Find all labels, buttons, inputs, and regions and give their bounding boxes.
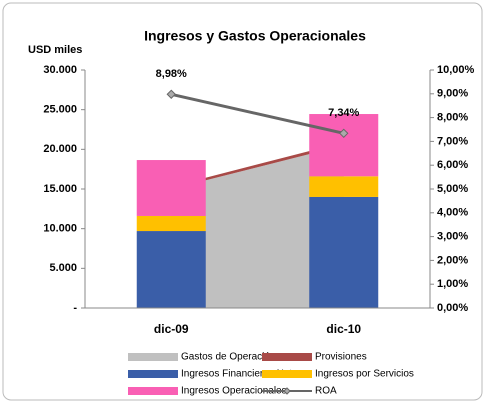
legend-swatch — [262, 353, 312, 361]
y2-tick-label: 8,00% — [437, 112, 468, 124]
y2-tick-label: 7,00% — [437, 135, 468, 147]
line — [170, 92, 345, 135]
y-tick-label: 25.000 — [43, 104, 77, 116]
marker — [166, 89, 176, 99]
legend-label: Ingresos por Servicios — [315, 369, 414, 380]
y-tick-label: 15.000 — [43, 183, 77, 195]
legend-label: Provisiones — [315, 352, 367, 363]
legend-label: Gastos de Operación — [181, 352, 276, 363]
y-tick-label: 10.000 — [43, 223, 77, 235]
y-tick-label: 30.000 — [43, 64, 77, 76]
area — [171, 142, 344, 189]
y-axis-label: USD miles — [28, 44, 82, 56]
legend-label: ROA — [315, 386, 337, 397]
legend-swatch — [128, 353, 178, 361]
y2-tick-label: 9,00% — [437, 88, 468, 100]
legend-swatch — [262, 370, 312, 378]
legend-label: Ingresos Financieros Netos — [181, 369, 303, 380]
bar — [309, 114, 379, 177]
y-tick-label: 20.000 — [43, 143, 77, 155]
bar — [136, 215, 206, 232]
legend-swatch — [128, 387, 178, 395]
data-label: 7,34% — [328, 107, 359, 119]
y2-tick-label: 2,00% — [437, 254, 468, 266]
bar — [309, 176, 379, 197]
y2-tick-label: 5,00% — [437, 183, 468, 195]
y2-tick-label: 4,00% — [437, 207, 468, 219]
x-tick-label: dic-09 — [154, 322, 189, 336]
area — [171, 145, 344, 308]
bar — [309, 196, 379, 308]
legend-label: Ingresos Operacionales — [181, 386, 287, 397]
legend-swatch — [283, 387, 291, 395]
marker — [339, 128, 349, 139]
y2-tick-label: 6,00% — [437, 159, 468, 171]
y2-tick-label: 1,00% — [437, 278, 468, 290]
x-tick-label: dic-10 — [326, 322, 361, 336]
y2-tick-label: 10,00% — [437, 64, 475, 76]
legend-swatch — [128, 370, 178, 378]
data-label: 8,98% — [156, 68, 187, 80]
chart-title: Ingresos y Gastos Operacionales — [144, 28, 366, 44]
bar — [136, 160, 206, 216]
y2-tick-label: 0,00% — [437, 302, 468, 314]
bar — [136, 231, 206, 308]
y-tick-label: 5.000 — [49, 262, 77, 274]
y-tick-label: - — [73, 302, 77, 314]
y2-tick-label: 3,00% — [437, 231, 468, 243]
